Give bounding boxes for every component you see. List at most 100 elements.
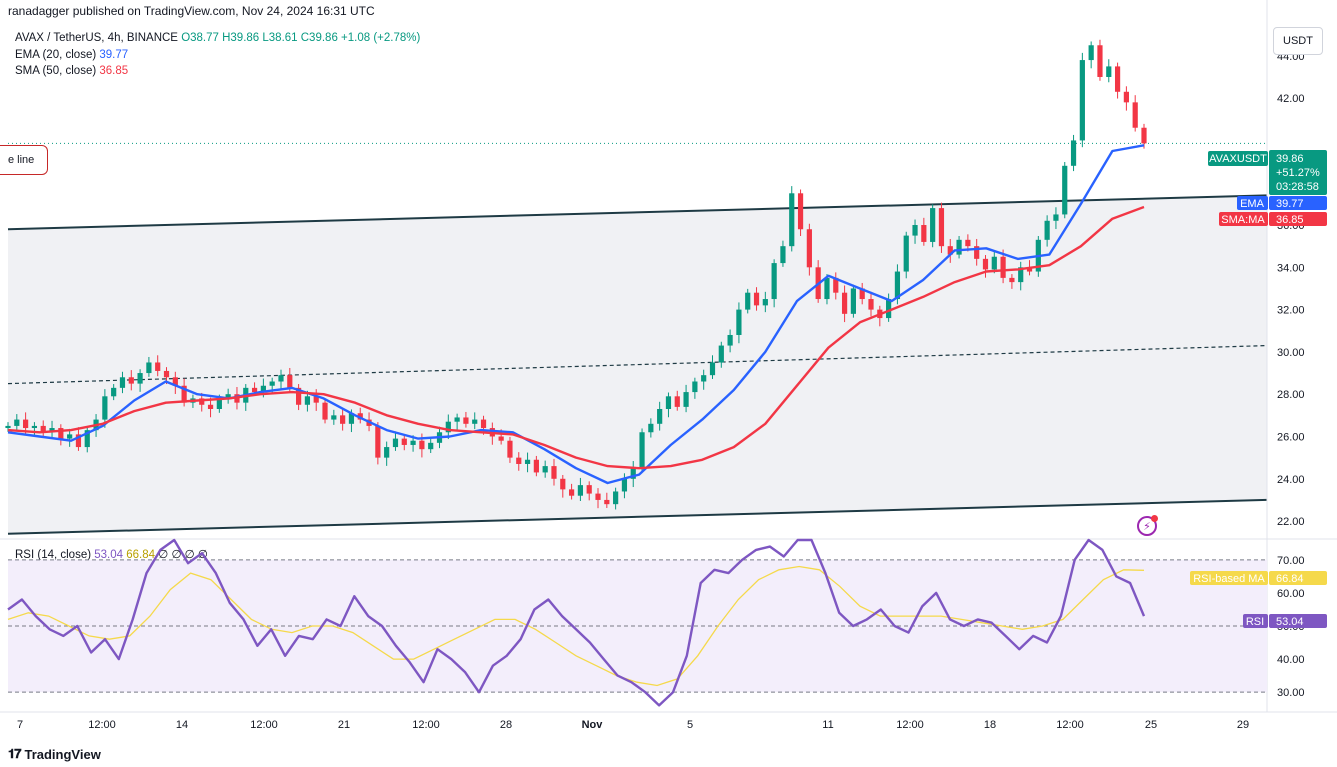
- candle: [991, 251, 997, 274]
- candle-body: [577, 485, 584, 496]
- candle-body: [84, 430, 90, 448]
- candle-body: [930, 208, 936, 242]
- rsi-legend-value: 53.04: [94, 549, 124, 561]
- price-tick-label: 34.00: [1277, 262, 1305, 274]
- candle: [146, 356, 152, 377]
- candle-body: [1062, 165, 1068, 215]
- last-price-box: [1269, 150, 1327, 195]
- candle-body: [480, 419, 487, 429]
- candle: [111, 384, 117, 401]
- candle: [886, 293, 892, 322]
- candle-body: [657, 409, 663, 424]
- candle: [199, 392, 205, 412]
- candle-body: [850, 288, 856, 314]
- candle-body: [1026, 267, 1033, 272]
- candle: [1009, 274, 1015, 289]
- time-tick-label: 12:00: [1056, 719, 1084, 731]
- rsi-ma-line: [7, 565, 1145, 687]
- candle-body: [260, 385, 266, 393]
- candle-body: [278, 375, 284, 382]
- currency-button[interactable]: USDT: [1273, 27, 1323, 55]
- lightning-glyph-icon: ⚡: [1143, 520, 1151, 533]
- candle: [322, 398, 328, 424]
- candle: [278, 369, 284, 390]
- candle-body: [621, 478, 628, 492]
- time-tick-label: 18: [984, 719, 996, 731]
- candle-body: [1106, 66, 1112, 77]
- sma-tag-text: SMA:MA: [1221, 214, 1265, 226]
- candle: [841, 285, 848, 323]
- candle-body: [119, 377, 126, 388]
- candle-body: [163, 370, 170, 378]
- candle: [1053, 207, 1059, 230]
- candle-body: [665, 396, 672, 409]
- candle-body: [956, 239, 962, 255]
- candle-body: [251, 387, 258, 393]
- candle: [630, 461, 636, 488]
- candle: [75, 427, 82, 451]
- candle: [14, 414, 20, 432]
- rsi-legend-label: RSI (14, close): [15, 549, 92, 561]
- lightning-icon[interactable]: ⚡: [1137, 515, 1158, 536]
- candle-body: [718, 345, 724, 363]
- time-tick-label: Nov: [582, 719, 604, 731]
- candle: [824, 274, 830, 305]
- legend-ema-label: EMA (20, close): [15, 48, 97, 61]
- time-tick-label: 5: [687, 719, 693, 731]
- candle-body: [886, 299, 892, 319]
- channel-layer: [7, 194, 1268, 535]
- candle: [1097, 39, 1103, 81]
- candle: [375, 422, 381, 465]
- rsi-tick-label: 60.00: [1277, 588, 1305, 600]
- candle-body: [384, 447, 390, 458]
- candle: [674, 390, 680, 411]
- candle-body: [674, 396, 680, 407]
- price-tick-label: 42.00: [1277, 93, 1305, 105]
- time-tick-label: 11: [822, 719, 833, 731]
- candle-body: [974, 246, 980, 259]
- candle: [859, 282, 865, 305]
- candle-body: [498, 436, 504, 441]
- candle-body: [40, 425, 46, 433]
- candle: [463, 411, 469, 428]
- legend-ema-value: 39.77: [99, 48, 129, 61]
- candle-body: [1141, 127, 1147, 144]
- candle: [639, 428, 645, 473]
- candle: [40, 420, 46, 437]
- candle: [1044, 215, 1050, 247]
- candle-body: [1097, 45, 1103, 77]
- candle: [1079, 52, 1085, 148]
- candle-body: [58, 428, 64, 439]
- candle: [797, 189, 804, 237]
- time-tick-label: 21: [338, 719, 350, 731]
- candle-body: [128, 377, 134, 384]
- time-tick-label: 12:00: [88, 719, 116, 731]
- candle-body: [560, 478, 566, 490]
- candle: [102, 389, 108, 428]
- channel-lower-line: [7, 498, 1268, 535]
- candle: [84, 426, 90, 453]
- brand-logo: 𝟏𝟕 TradingView: [8, 746, 101, 762]
- candle-body: [806, 229, 812, 268]
- candle-body: [982, 258, 989, 270]
- candle: [401, 434, 407, 451]
- candle: [595, 488, 601, 509]
- candle-body: [401, 438, 407, 445]
- candle-body: [1070, 140, 1077, 166]
- candle-body: [1009, 277, 1015, 283]
- candle: [604, 492, 610, 508]
- trend-line-label[interactable]: e line: [0, 145, 48, 175]
- candle-body: [1000, 256, 1006, 278]
- candle: [762, 291, 768, 313]
- candle-body: [1123, 91, 1129, 103]
- candle-body: [833, 277, 839, 293]
- candle: [340, 408, 346, 431]
- candle-body: [991, 256, 997, 270]
- candle-body: [1053, 214, 1059, 221]
- candle: [1114, 62, 1121, 99]
- rsi-tag-text: RSI: [1246, 616, 1264, 628]
- legend-symbol-row: AVAX / TetherUS, 4h, BINANCE O38.77 H39.…: [15, 30, 420, 47]
- ema-tag-bg: [1237, 196, 1268, 210]
- publisher-note: ranadagger published on TradingView.com,…: [8, 4, 375, 18]
